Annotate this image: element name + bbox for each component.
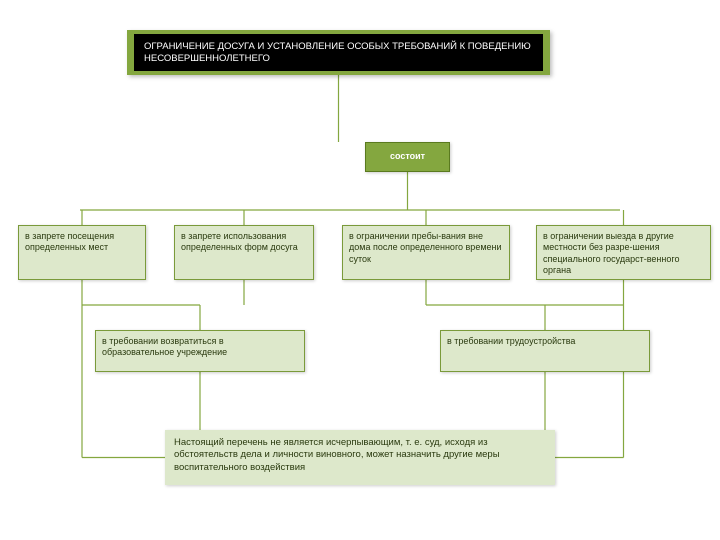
node-text: в ограничении пребы-вания вне дома после…: [349, 231, 502, 264]
node-ban-leisure: в запрете использования определенных фор…: [174, 225, 314, 280]
node-return-education: в требовании возвратиться в образователь…: [95, 330, 305, 372]
node-employment: в требовании трудоустройства: [440, 330, 650, 372]
node-text: в требовании трудоустройства: [447, 336, 575, 346]
node-curfew: в ограничении пребы-вания вне дома после…: [342, 225, 510, 280]
title-text: ОГРАНИЧЕНИЕ ДОСУГА И УСТАНОВЛЕНИЕ ОСОБЫХ…: [144, 41, 531, 64]
node-ban-places: в запрете посещения определенных мест: [18, 225, 146, 280]
node-travel-restriction: в ограничении выезда в другие местности …: [536, 225, 711, 280]
consists-label: состоит: [390, 151, 425, 162]
consists-box: состоит: [365, 142, 450, 172]
node-text: в запрете использования определенных фор…: [181, 231, 298, 252]
node-text: в запрете посещения определенных мест: [25, 231, 114, 252]
node-text: в требовании возвратиться в образователь…: [102, 336, 227, 357]
footnote-text: Настоящий перечень не является исчерпыва…: [174, 437, 500, 473]
node-text: в ограничении выезда в другие местности …: [543, 231, 679, 275]
footnote-box: Настоящий перечень не является исчерпыва…: [165, 430, 555, 485]
title-box: ОГРАНИЧЕНИЕ ДОСУГА И УСТАНОВЛЕНИЕ ОСОБЫХ…: [134, 34, 543, 71]
